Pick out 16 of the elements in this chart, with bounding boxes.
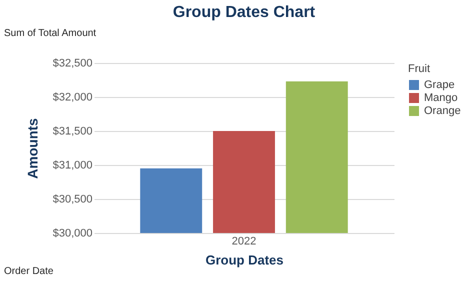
y-tick-label: $32,500 [52, 58, 92, 70]
text: Sum of Total Amount [4, 28, 96, 39]
y-tick-label: $30,500 [52, 194, 92, 206]
y-tick-label: $31,000 [52, 160, 92, 172]
x-tick-label: 2022 [232, 236, 256, 248]
y-tick-label: $31,500 [52, 126, 92, 138]
text: Order Date [4, 266, 54, 277]
chart-title: Group Dates Chart [172, 4, 316, 21]
legend-label: Orange [424, 105, 461, 117]
y-tick-label: $32,000 [52, 92, 92, 104]
legend-label: Grape [424, 79, 455, 91]
legend-title: Fruit [408, 63, 430, 75]
legend-label: Mango [424, 92, 458, 104]
x-axis-title: Group Dates [205, 252, 284, 268]
y-tick-label: $30,000 [52, 228, 92, 240]
y-axis-title: Amounts [24, 118, 41, 179]
